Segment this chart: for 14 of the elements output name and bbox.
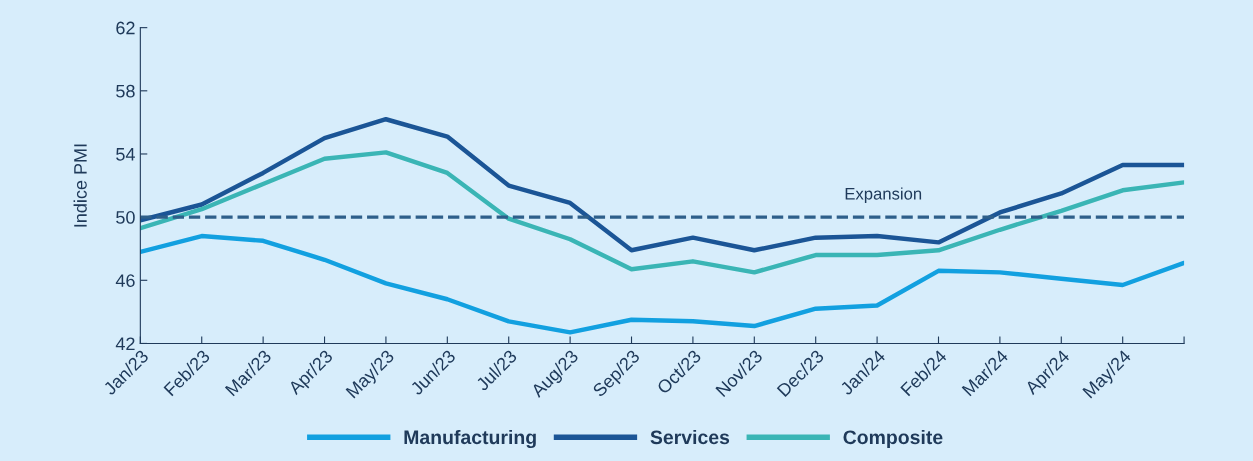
line-series — [140, 150, 1185, 275]
legend-label: Composite — [843, 429, 943, 449]
y-tick-label: 50 — [116, 211, 135, 224]
y-tick-label: 62 — [116, 21, 135, 35]
ref-line-label: Expansion — [845, 187, 922, 203]
legend-label: Services — [650, 429, 730, 445]
y-axis-title: Indice PMI — [73, 144, 87, 227]
y-tick-label: 46 — [115, 274, 135, 288]
line-series — [140, 233, 1185, 335]
y-tick-label: 58 — [116, 84, 135, 98]
y-tick-label: 42 — [115, 337, 135, 350]
line-series — [140, 117, 1185, 253]
legend-label: Manufacturing — [404, 429, 536, 449]
y-tick-label: 54 — [116, 148, 135, 161]
